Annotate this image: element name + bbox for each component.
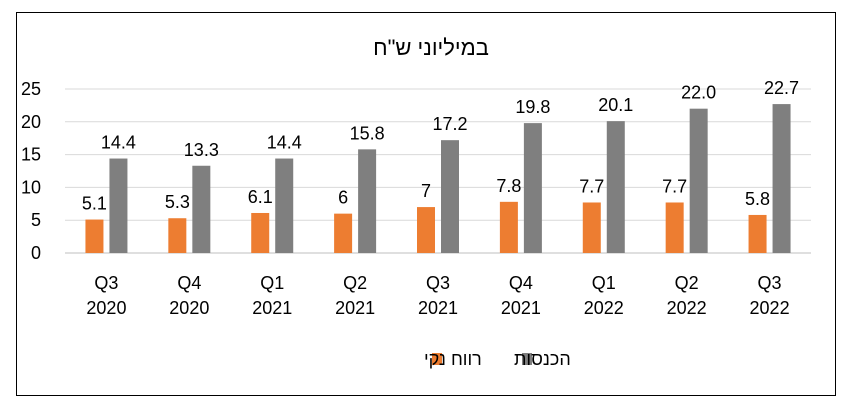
revenue-data-label: 22.0 <box>681 83 716 103</box>
x-tick-label: 2021 <box>335 298 375 318</box>
net-profit-bar <box>251 212 270 253</box>
revenue-bar <box>606 121 625 253</box>
chart-title: במיליוני ש"ח <box>373 35 489 60</box>
y-tick-label: 0 <box>31 243 41 263</box>
revenue-data-label: 14.4 <box>101 133 136 153</box>
revenue-bar <box>772 104 791 253</box>
chart-frame: במיליוני ש"ח 0 5 10 15 20 25 5.1 5.3 6.1 6 7 7.8 7.… <box>16 12 836 396</box>
revenue-bar <box>109 158 128 253</box>
net-profit-bar <box>748 214 767 253</box>
y-tick-label: 25 <box>21 79 41 99</box>
net-profit-data-label: 5.1 <box>82 194 107 214</box>
revenue-data-label: 15.8 <box>350 123 385 143</box>
x-tick-label: Q4 <box>177 273 201 293</box>
revenue-bar <box>441 140 459 253</box>
y-tick-label: 10 <box>21 177 41 197</box>
x-tick-label: Q3 <box>426 273 450 293</box>
net-profit-data-label: 5.8 <box>745 189 770 209</box>
x-tick-label: Q1 <box>260 273 284 293</box>
x-tick-label: 2021 <box>252 298 292 318</box>
x-tick-label: Q3 <box>758 273 782 293</box>
x-tick-label: 2021 <box>501 298 541 318</box>
x-tick-label: 2022 <box>584 298 624 318</box>
net-profit-bar <box>582 202 601 253</box>
legend-label-net-profit: רווח נקי <box>424 349 482 369</box>
x-tick-label: 2022 <box>750 298 790 318</box>
x-tick-label: Q2 <box>675 273 699 293</box>
net-profit-bar <box>85 219 104 253</box>
x-tick-label: 2020 <box>169 298 209 318</box>
revenue-bar <box>689 108 708 254</box>
revenue-data-label: 19.8 <box>515 97 550 117</box>
revenue-data-label: 13.3 <box>184 140 219 160</box>
net-profit-bar <box>417 207 435 253</box>
revenue-data-label: 14.4 <box>267 133 302 153</box>
legend-label-revenue: הכנסות <box>514 349 571 369</box>
net-profit-bar <box>334 213 353 253</box>
y-tick-label: 5 <box>31 210 41 230</box>
net-profit-data-label: 7.7 <box>579 176 604 196</box>
net-profit-data-label: 7 <box>421 181 431 201</box>
x-tick-label: 2020 <box>86 298 126 318</box>
x-tick-label: 2022 <box>667 298 707 318</box>
net-profit-bar <box>665 202 684 253</box>
revenue-data-label: 17.2 <box>432 114 467 134</box>
net-profit-data-label: 6.1 <box>248 187 273 207</box>
net-profit-bar <box>168 218 187 253</box>
x-tick-label: Q3 <box>94 273 118 293</box>
x-tick-label: Q4 <box>509 273 533 293</box>
x-tick-label: Q2 <box>343 273 367 293</box>
legend-swatch-net-profit <box>432 353 442 365</box>
net-profit-data-label: 5.3 <box>165 192 190 212</box>
net-profit-bar <box>499 201 518 253</box>
revenue-bar <box>275 158 294 253</box>
revenue-bar <box>358 149 377 253</box>
bar-chart: במיליוני ש"ח 0 5 10 15 20 25 5.1 5.3 6.1 6 7 7.8 7.… <box>21 35 811 369</box>
net-profit-data-label: 7.7 <box>662 176 687 196</box>
y-tick-label: 20 <box>21 112 41 132</box>
x-tick-label: Q1 <box>592 273 616 293</box>
y-tick-label: 15 <box>21 145 41 165</box>
revenue-data-label: 22.7 <box>764 78 799 98</box>
legend-swatch-revenue <box>522 353 532 365</box>
x-tick-label: 2021 <box>418 298 458 318</box>
revenue-bar <box>523 123 542 253</box>
revenue-bar <box>192 165 211 253</box>
revenue-data-label: 20.1 <box>598 95 633 115</box>
net-profit-data-label: 6 <box>338 188 348 208</box>
net-profit-data-label: 7.8 <box>496 176 521 196</box>
